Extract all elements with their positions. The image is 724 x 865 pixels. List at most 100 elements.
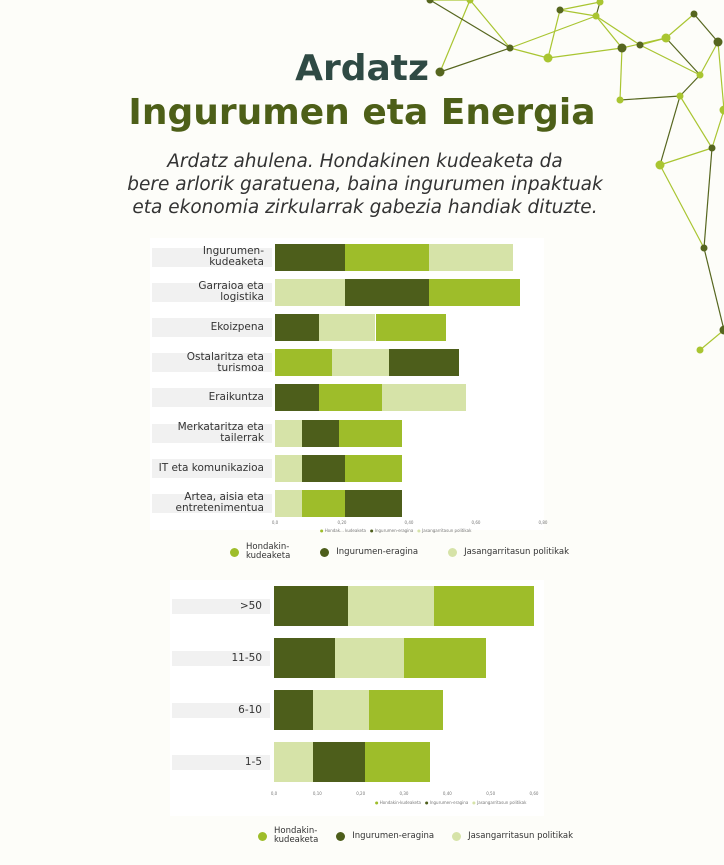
legend-item-ingurumen: Ingurumen-eragina <box>336 830 435 841</box>
mini-legend-entry: ● Ingurumen-eragina <box>370 528 414 533</box>
category-label: 6-10 <box>172 702 270 718</box>
bar-segment-ingurumen <box>301 454 346 482</box>
mini-legend-entry: ● Jasangarritasun politikak <box>417 528 472 533</box>
network-line <box>659 147 713 166</box>
network-line <box>559 9 597 17</box>
network-line <box>429 0 511 49</box>
mini-legend-entry: ● Hondakin-kudeaketa <box>375 800 422 805</box>
company-size-chart-legend: Hondakin-kudeaketa Ingurumen-eragina Jasan… <box>258 827 573 845</box>
category-label: 11-50 <box>172 650 270 666</box>
x-tick-label: 0,40 <box>442 791 452 796</box>
network-node <box>466 0 474 4</box>
legend-dot <box>452 831 462 841</box>
network-node <box>596 0 604 6</box>
network-node <box>690 10 698 18</box>
category-label: Ingurumen-kudeaketa <box>152 246 272 268</box>
network-line <box>699 329 724 351</box>
legend-dot <box>258 831 267 841</box>
bar-segment-hondakin <box>345 454 403 482</box>
network-node <box>661 33 671 43</box>
subtitle: Ardatz ahulena. Hondakinen kudeaketa da … <box>70 150 660 219</box>
category-label-text: 1-5 <box>244 755 262 768</box>
title-line-1: Ardatz <box>295 48 429 89</box>
category-label: >50 <box>172 598 270 614</box>
legend-label: Ingurumen-eragina <box>352 830 435 841</box>
mini-legend-entry: ● Jasangarritasun politikak <box>472 800 527 805</box>
category-label: Ekoizpena <box>152 317 272 337</box>
bar-segment-hondakin <box>434 586 534 626</box>
bar-segment-jasangarritasun <box>275 278 346 306</box>
network-node <box>719 325 724 335</box>
category-label-text: >50 <box>239 599 262 612</box>
bar-segment-hondakin <box>429 278 520 306</box>
network-line <box>509 15 597 49</box>
legend-item-jasangarritasun: Jasangarritasun politikak <box>448 546 570 557</box>
bar-segment-jasangarritasun <box>318 313 376 341</box>
category-label: Merkataritza eta tailerrak <box>152 422 272 444</box>
category-label-text: 6-10 <box>238 703 262 716</box>
title-line-2: Ingurumen eta Energia <box>128 92 596 133</box>
bar-segment-jasangarritasun <box>313 690 370 730</box>
network-line <box>595 15 623 49</box>
x-tick-label: 0,80 <box>538 520 548 525</box>
bar-segment-ingurumen <box>274 586 348 626</box>
network-line <box>703 147 713 249</box>
network-node <box>696 346 704 354</box>
sector-chart: Ingurumen-kudeaketa Garraioa eta logistik… <box>150 238 547 533</box>
x-tick-label: 0,30 <box>399 791 409 796</box>
bar-segment-jasangarritasun <box>274 742 313 782</box>
bar-segment-hondakin <box>338 419 403 447</box>
legend-item-hondakin: Hondakin-kudeaketa <box>230 543 290 561</box>
network-line <box>639 37 667 46</box>
bar-segment-hondakin <box>345 243 430 271</box>
network-line <box>595 1 601 17</box>
legend-label: Hondakin-kudeaketa <box>274 826 319 845</box>
network-line <box>665 13 695 39</box>
bar-segment-ingurumen <box>274 690 313 730</box>
bar-segment-ingurumen <box>345 278 430 306</box>
category-label: Ostalaritza eta turismoa <box>152 351 272 373</box>
bar-segment-hondakin <box>375 313 446 341</box>
sector-chart-legend: Hondakin-kudeaketa Ingurumen-eragina Jasan… <box>230 543 569 561</box>
company-size-chart: >50 11-50 6-10 1-5 0,0 0,10 0,20 0,30 0,40 0,50 0,… <box>170 580 544 816</box>
network-line <box>621 37 667 49</box>
legend-label: Hondakin-kudeaketa <box>246 542 291 561</box>
legend-dot <box>230 547 239 557</box>
network-node <box>708 144 716 152</box>
legend-item-jasangarritasun: Jasangarritasun politikak <box>452 831 573 841</box>
bar-segment-jasangarritasun <box>347 586 435 626</box>
mini-legend-entry: ● Ingurumen-eragina <box>425 800 469 805</box>
bar-segment-hondakin <box>365 742 430 782</box>
bar-segment-ingurumen <box>345 489 403 517</box>
bar-segment-jasangarritasun <box>382 384 466 412</box>
bar-segment-jasangarritasun <box>429 243 513 271</box>
bar-segment-hondakin <box>318 384 383 412</box>
category-label: Artea, aisia eta entretenimentua <box>152 491 272 515</box>
x-tick-label: 0,20 <box>356 791 366 796</box>
network-node <box>556 6 564 14</box>
network-line <box>595 15 641 46</box>
mini-legend-entry: ● Hondak... kudeaketa <box>320 528 366 533</box>
bar-segment-ingurumen <box>313 742 365 782</box>
bar-segment-hondakin <box>369 690 443 730</box>
category-label: IT eta komunikazioa <box>152 458 272 478</box>
network-node <box>592 12 600 20</box>
bar-segment-hondakin <box>404 638 487 678</box>
bar-segment-ingurumen <box>275 313 319 341</box>
mini-legend: ● Hondakin-kudeaketa ● Ingurumen-eragina ●… <box>375 800 530 805</box>
x-tick-label: 0,20 <box>337 520 347 525</box>
bar-segment-hondakin <box>301 489 346 517</box>
network-line <box>659 164 705 249</box>
x-tick-label: 0,60 <box>471 520 481 525</box>
subtitle-line: Ardatz ahulena. Hondakinen kudeaketa da <box>167 151 563 172</box>
legend-item-ingurumen: Ingurumen-eragina <box>320 547 418 557</box>
legend-label: Jasangarritasun politikak <box>464 546 570 557</box>
x-tick-label: 0,40 <box>404 520 414 525</box>
legend-item-hondakin: Hondakin-kudeaketa <box>258 827 318 845</box>
category-label-text: Artea, aisia eta entretenimentua <box>175 491 264 515</box>
category-label-text: Ekoizpena <box>210 320 264 333</box>
subtitle-line: eta ekonomia zirkularrak gabezia handiak… <box>132 197 598 218</box>
bar-segment-ingurumen <box>275 243 346 271</box>
bar-segment-jasangarritasun <box>331 349 389 377</box>
mini-legend: ● Hondak... kudeaketa ● Ingurumen-eragina… <box>320 528 475 533</box>
